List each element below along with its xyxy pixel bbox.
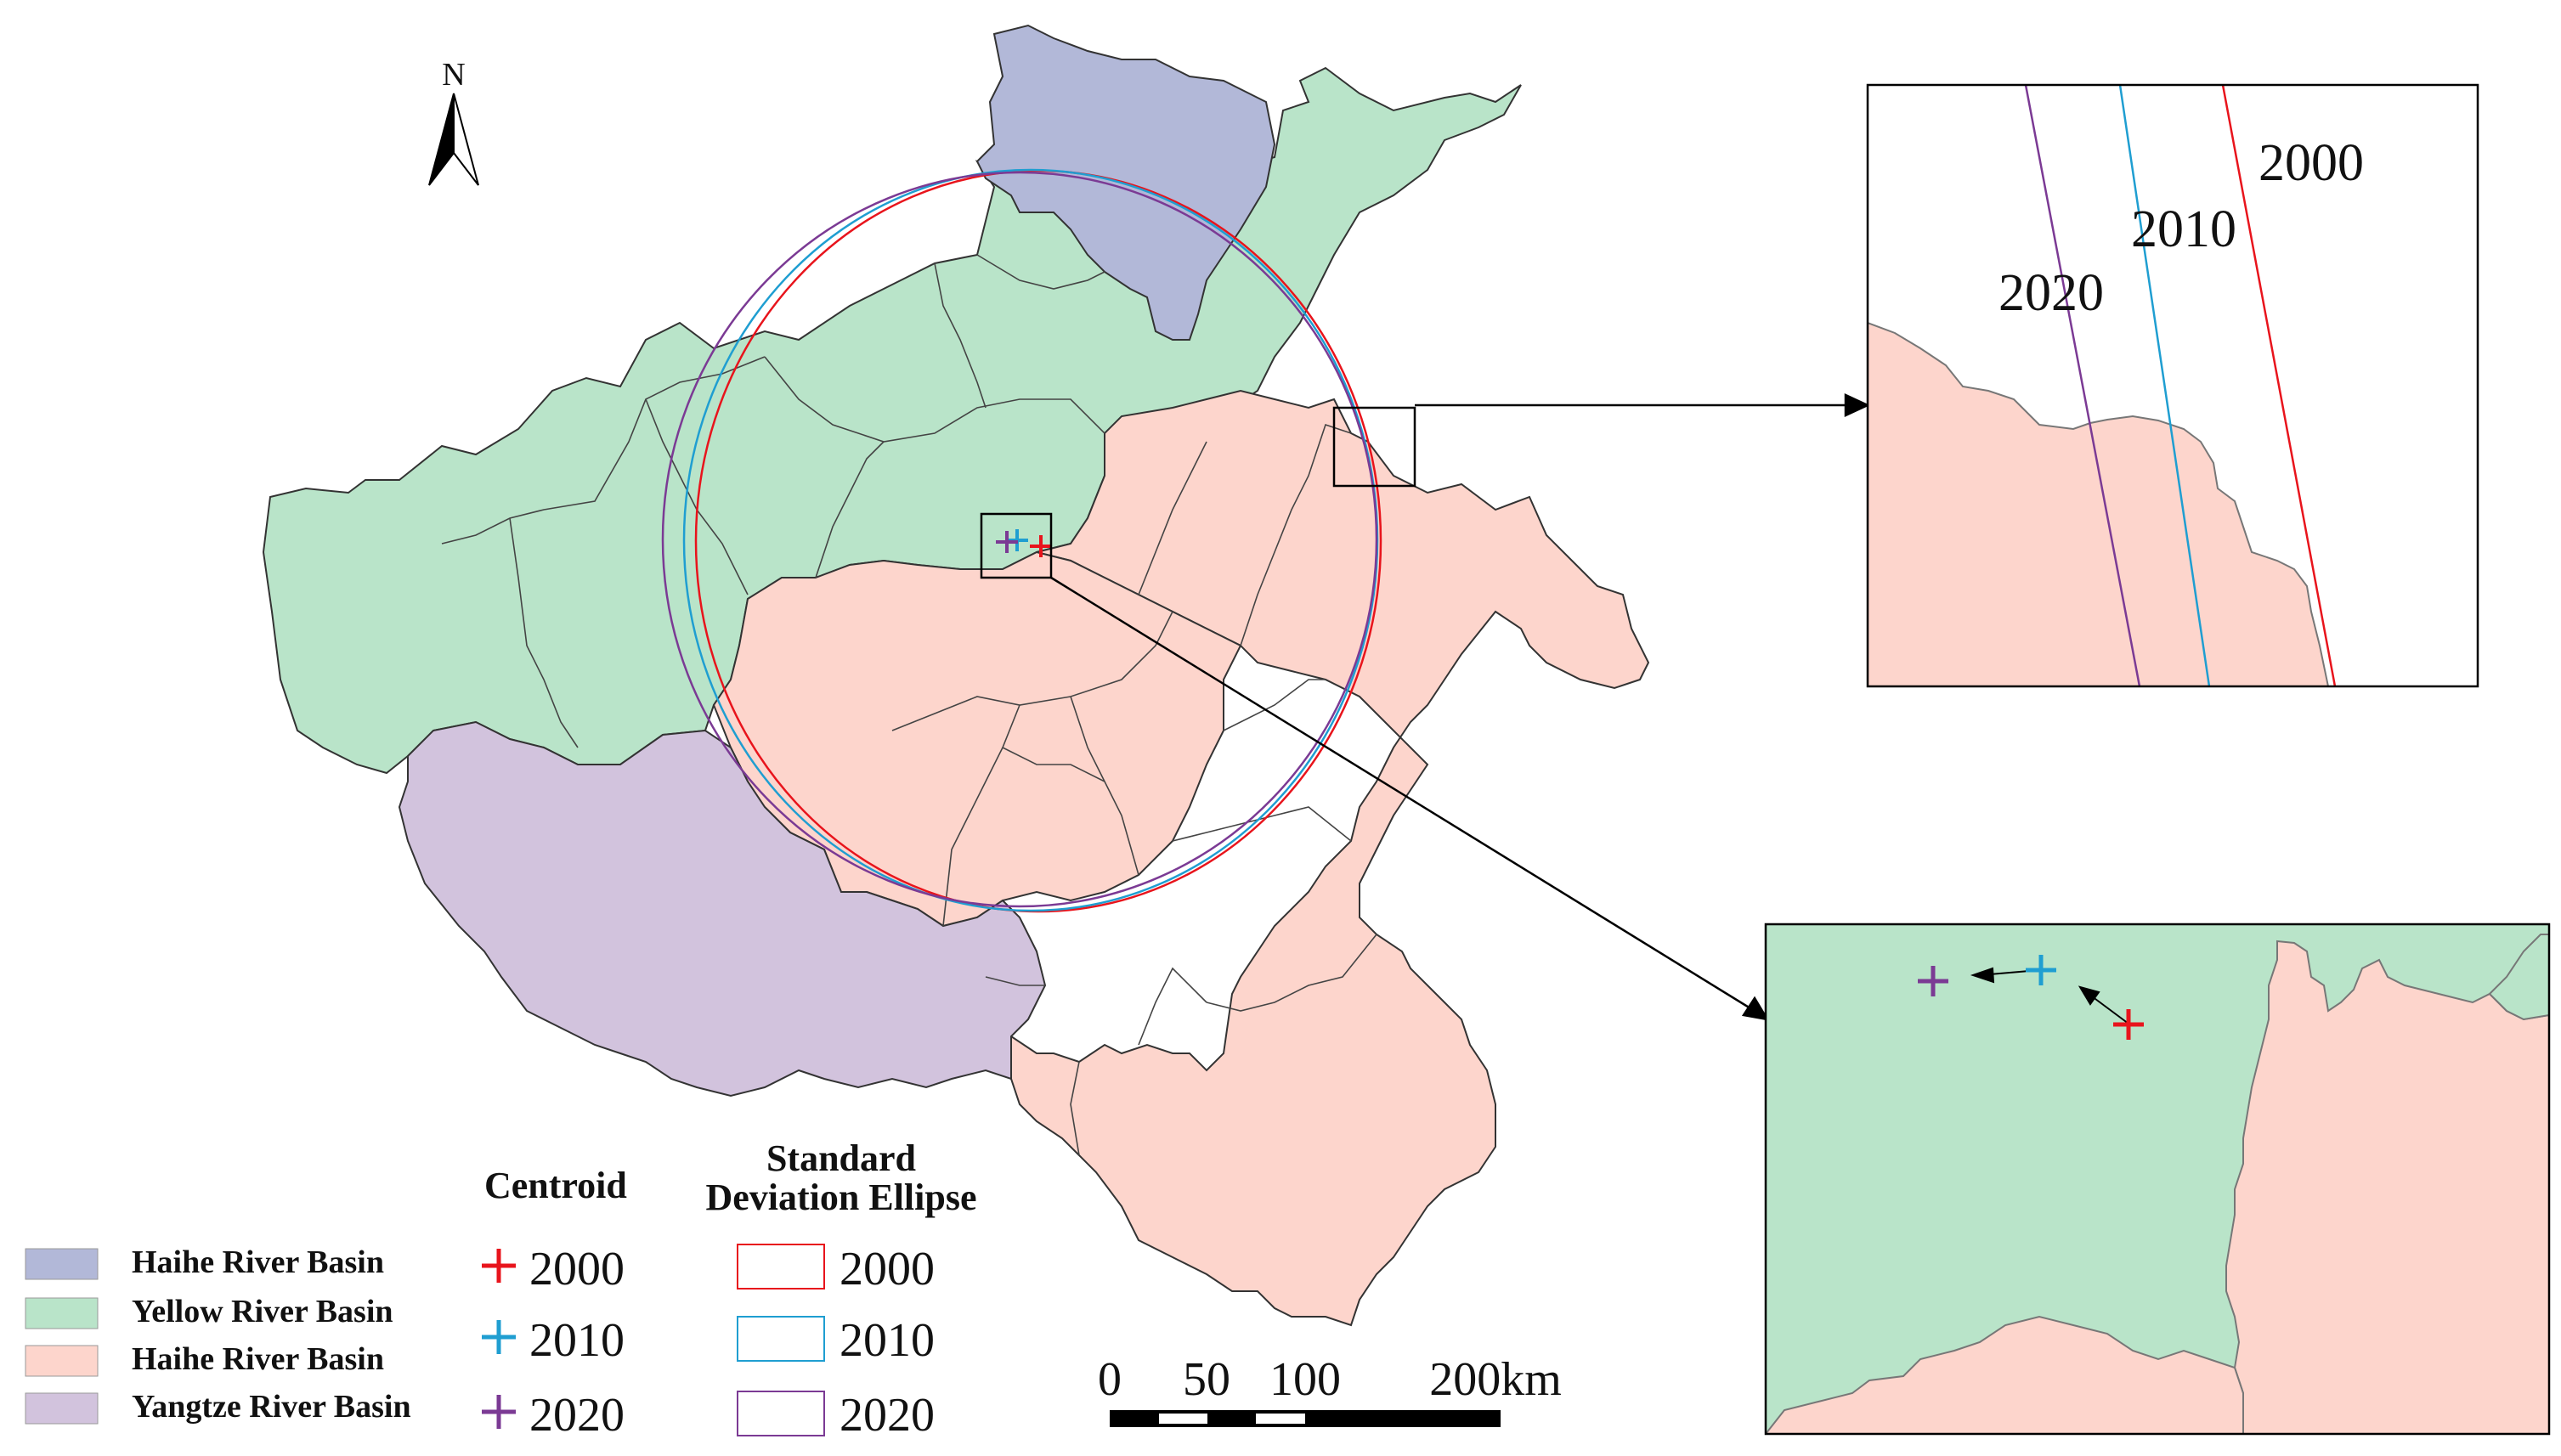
scale-label-100: 100 — [1269, 1353, 1341, 1406]
basin-legend-item-huaihe: Haihe River Basin — [25, 1341, 384, 1377]
scale-label-0: 0 — [1098, 1353, 1122, 1406]
main-map — [263, 25, 1648, 1325]
basin-label-yellow: Yellow River Basin — [132, 1294, 393, 1329]
ellipse-legend-title-2: Deviation Ellipse — [705, 1177, 976, 1218]
ellipse-legend-label-2010: 2010 — [840, 1314, 935, 1367]
inset-label-2020: 2020 — [1998, 264, 2104, 322]
centroid-legend-marker-2000 — [482, 1249, 516, 1283]
centroid-legend-marker-2020 — [482, 1395, 516, 1429]
ellipse-legend-label-2000: 2000 — [840, 1243, 935, 1295]
basin-legend-item-yellow: Yellow River Basin — [25, 1294, 393, 1329]
arrow-head-top — [1846, 395, 1868, 415]
ellipse-legend: Standard Deviation Ellipse 2000 2010 202… — [705, 1137, 976, 1442]
inset-huaihe-region — [2226, 941, 2549, 1434]
centroid-legend-marker-2010 — [482, 1320, 516, 1354]
scale-bar: 0 50 100 200km — [1098, 1353, 1562, 1427]
centroid-legend-label-2020: 2020 — [529, 1389, 625, 1442]
centroid-legend-label-2000: 2000 — [529, 1243, 625, 1295]
basin-legend-item-haihe: Haihe River Basin — [25, 1244, 384, 1280]
centroid-legend-label-2010: 2010 — [529, 1314, 625, 1367]
ellipse-legend-label-2020: 2020 — [840, 1389, 935, 1442]
basin-label-yangtze: Yangtze River Basin — [132, 1389, 411, 1425]
basin-legend: Haihe River Basin Yellow River Basin Hai… — [25, 1244, 411, 1425]
ellipse-legend-swatch-2000 — [738, 1244, 824, 1289]
scale-label-50: 50 — [1183, 1353, 1230, 1406]
inset-label-2010: 2010 — [2131, 200, 2236, 258]
centroid-inset — [1766, 924, 2549, 1434]
centroid-legend: Centroid 2000 2010 2020 — [482, 1165, 627, 1442]
north-arrow: N — [429, 57, 478, 185]
basin-label-huaihe: Haihe River Basin — [132, 1341, 384, 1377]
north-label: N — [442, 57, 465, 93]
ellipse-legend-swatch-2010 — [738, 1317, 824, 1361]
scale-label-200km: 200km — [1429, 1353, 1562, 1406]
inset-label-2000: 2000 — [2259, 134, 2364, 192]
ellipse-inset: 2000 2010 2020 — [1868, 85, 2478, 686]
ellipse-legend-swatch-2020 — [738, 1391, 824, 1436]
basin-label-haihe: Haihe River Basin — [132, 1244, 384, 1280]
basin-legend-item-yangtze: Yangtze River Basin — [25, 1389, 411, 1425]
ellipse-legend-title-1: Standard — [766, 1137, 916, 1179]
arrow-head-bottom — [1744, 998, 1767, 1019]
centroid-legend-title: Centroid — [484, 1165, 627, 1206]
